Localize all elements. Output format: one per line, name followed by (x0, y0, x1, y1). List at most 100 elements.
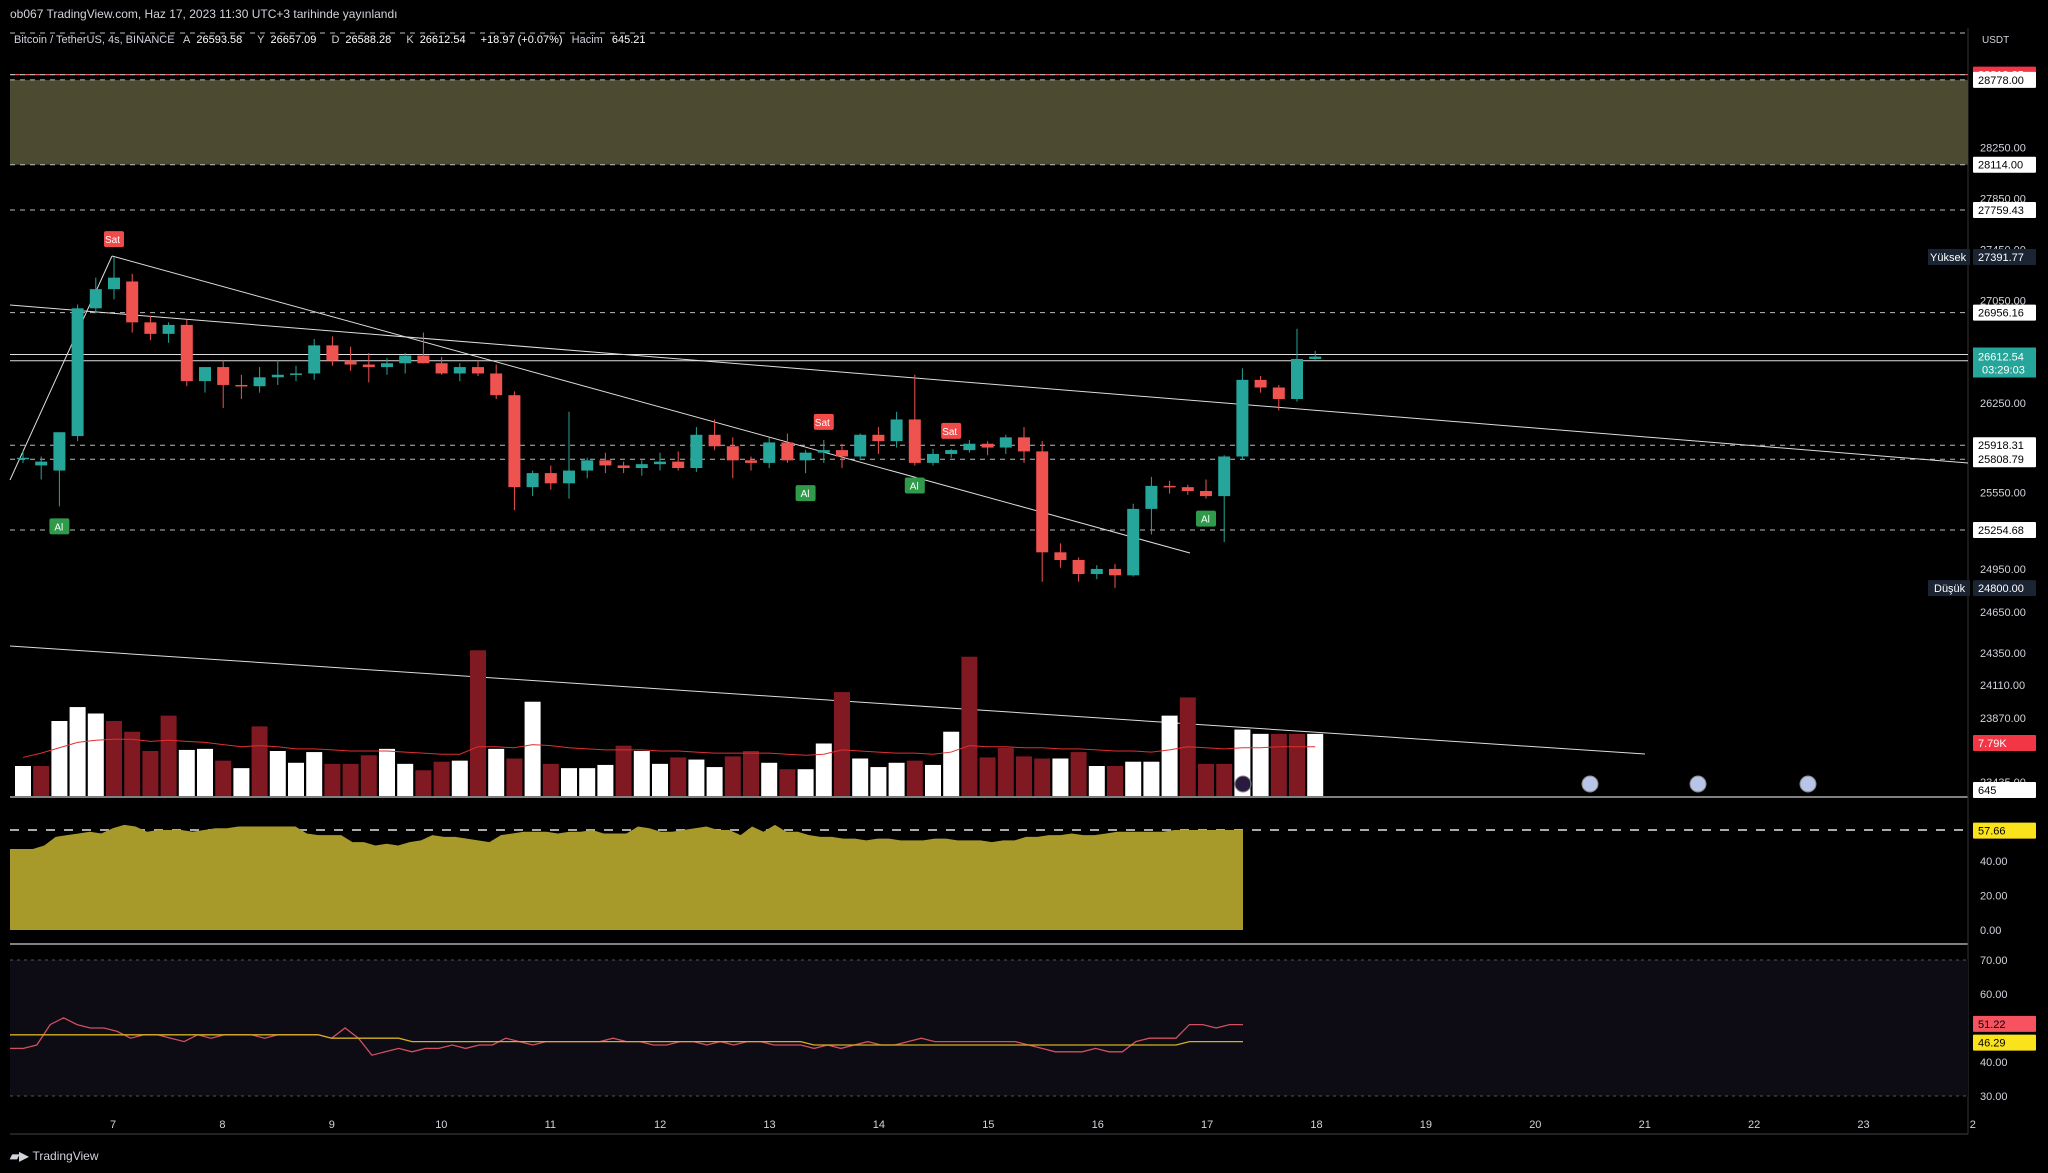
candle-body (435, 363, 448, 374)
price-label: 28114.00 (1978, 160, 2023, 172)
candle-body (945, 450, 958, 454)
candle-body (1127, 508, 1140, 576)
candle-body (635, 464, 648, 468)
time-tick: 13 (763, 1119, 775, 1131)
time-tick: 9 (329, 1119, 335, 1131)
candle-body (108, 277, 120, 290)
volume-bar (579, 768, 596, 796)
candle-body (399, 355, 412, 364)
time-tick: 20 (1529, 1119, 1541, 1131)
currency-label: USDT (1982, 35, 2009, 46)
low-marker-value-bg (1973, 580, 2036, 597)
volume-bar (925, 764, 941, 796)
candle-body (927, 453, 939, 463)
sell-signal-label: Sat (105, 235, 120, 246)
candle-body (271, 374, 284, 378)
ohlc-open: A 26593.58 (183, 34, 248, 46)
candle-body (235, 384, 248, 387)
volume-bar (233, 768, 250, 796)
publish-header: ob067 TradingView.com, Haz 17, 2023 11:3… (0, 0, 2048, 28)
candle-body (763, 442, 776, 463)
candle-body (162, 324, 175, 334)
candle-body (1200, 490, 1212, 497)
candle-body (381, 363, 393, 368)
high-value: 26657.09 (270, 34, 317, 46)
symbol-name: Bitcoin / TetherUS, 4s, BINANCE (14, 34, 175, 46)
volume-bar (33, 766, 50, 796)
volume-bar (1052, 758, 1069, 796)
volume-bar (215, 760, 232, 796)
close-label: K (406, 34, 414, 46)
volume-bar (106, 721, 122, 796)
volume-bar (1198, 763, 1214, 796)
volume-bar (633, 751, 650, 796)
high-marker-label: Yüksek (1930, 252, 1967, 264)
rsi-ma-line (10, 1034, 1243, 1046)
tradingview-logo[interactable]: ▰▶ TradingView (10, 1149, 99, 1163)
buy-signal-label: Al (54, 522, 63, 533)
candle-body (1109, 568, 1121, 576)
publish-line: ob067 TradingView.com, Haz 17, 2023 11:3… (10, 7, 398, 21)
rsi-band (10, 960, 1968, 1096)
sell-signal (813, 413, 834, 430)
candle-body (1218, 456, 1231, 497)
tradingview-brand: TradingView (32, 1149, 99, 1163)
volume-bar (542, 763, 559, 796)
low-label: D (331, 34, 340, 46)
volume-bar (288, 762, 304, 796)
osc-tick: 40.00 (1980, 856, 2008, 868)
volume-bar (379, 748, 395, 796)
volume-bar (779, 769, 796, 796)
time-tick: 16 (1092, 1119, 1104, 1131)
candle-body (963, 443, 976, 451)
candle-body (53, 432, 66, 471)
time-tick: 8 (219, 1119, 225, 1131)
volume-bar (1125, 761, 1142, 796)
flag-icon (1581, 775, 1599, 793)
sell-signal (104, 231, 124, 248)
last-price-tag (1973, 347, 2036, 378)
ohlc-low: D 26588.28 (331, 34, 397, 46)
volume-bar (743, 751, 759, 796)
time-tick: 12 (654, 1119, 666, 1131)
close-value: 26612.54 (419, 34, 466, 46)
high-marker-value-bg (1973, 248, 2036, 265)
volume-legend: Hacim 645.21 (572, 34, 652, 46)
price-tick: 24950.00 (1980, 564, 2026, 576)
price-label-bg (1973, 304, 2036, 321)
volume-bar (433, 761, 450, 796)
volume-bar (906, 760, 923, 796)
osc-value-label-bg (1973, 822, 2036, 839)
candle-body (617, 465, 630, 468)
volume-bar (251, 726, 268, 796)
volume-bar (306, 752, 323, 796)
buy-signal (904, 477, 925, 494)
candle-body (690, 434, 703, 468)
volume-bar (1216, 763, 1233, 796)
time-tick: 10 (435, 1119, 447, 1131)
volume-ma-line (22, 738, 1316, 758)
time-tick: 11 (545, 1119, 556, 1131)
price-label-bg (1973, 437, 2036, 454)
volume-bar (397, 763, 414, 796)
time-tick: 23 (1857, 1119, 1869, 1131)
volume-bar (943, 731, 960, 796)
volume-bar (324, 763, 341, 796)
volume-ma-label: 7.79K (1978, 738, 2007, 750)
price-label: 26956.16 (1978, 308, 2024, 320)
price-label: 27759.43 (1978, 205, 2024, 217)
price-label: 25918.31 (1978, 440, 2024, 452)
candle-body (854, 434, 867, 457)
volume-bar (1107, 766, 1123, 796)
candle-body (1163, 485, 1176, 488)
candle-body (1018, 437, 1030, 452)
volume-bar (51, 721, 68, 796)
candle-body (35, 461, 48, 466)
volume-bar (524, 701, 541, 796)
volume-bar (561, 768, 577, 796)
volume-bar (15, 766, 31, 796)
candle-body (581, 460, 594, 471)
price-label-bg (1973, 522, 2036, 538)
buy-signal (1196, 510, 1216, 527)
